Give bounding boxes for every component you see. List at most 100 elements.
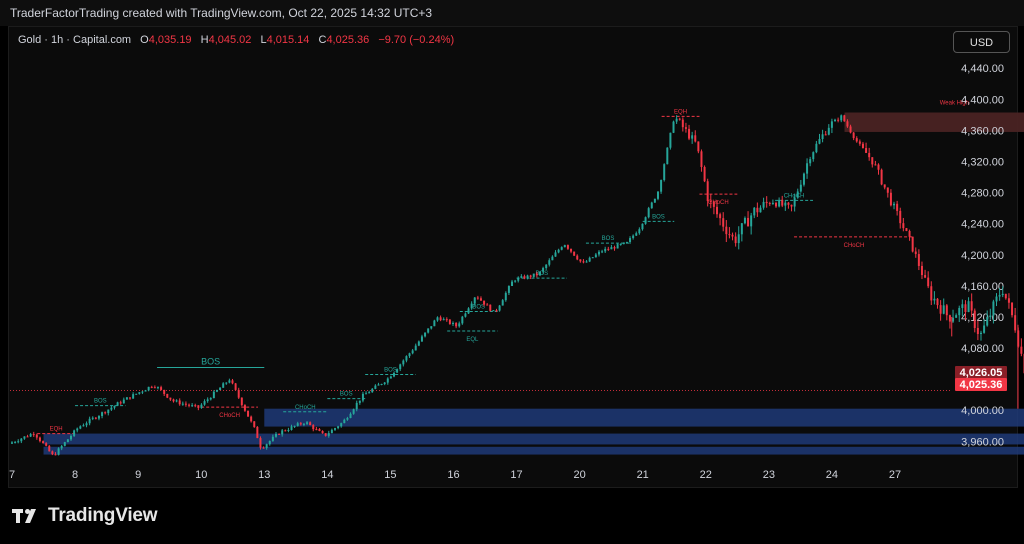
candle-body (389, 376, 392, 379)
candle-body (14, 441, 17, 443)
currency-button[interactable]: USD (953, 31, 1010, 53)
structure-label: BOS (652, 214, 665, 220)
candle-body (865, 148, 868, 153)
candle-body (582, 261, 585, 263)
candle-body (504, 292, 507, 301)
candle-body (585, 261, 588, 263)
candle-body (169, 397, 172, 400)
candle-body (333, 428, 336, 430)
candle-body (175, 400, 178, 402)
x-tick-label: 22 (700, 469, 712, 481)
candle-body (17, 441, 20, 443)
candle-body (725, 226, 728, 235)
candle-body (644, 217, 647, 224)
candle-body (129, 397, 132, 399)
candle-body (989, 315, 992, 318)
candle-body (330, 429, 333, 434)
candle-body (489, 304, 492, 311)
candle-body (346, 418, 349, 420)
x-tick-label: 14 (321, 469, 333, 481)
candle-body (439, 317, 442, 321)
candle-body (781, 199, 784, 206)
candle-body (622, 242, 625, 244)
candle-body (793, 197, 796, 207)
candle-body (1004, 293, 1007, 299)
candle-body (858, 141, 861, 144)
candle-body (424, 332, 427, 337)
candle-body (995, 296, 998, 302)
candle-body (234, 383, 237, 390)
candle-body (948, 315, 951, 322)
candle-body (548, 260, 551, 265)
candle-body (709, 200, 712, 202)
candle-body (240, 397, 243, 406)
structure-label: BOS (340, 392, 353, 398)
candle-body (625, 242, 628, 244)
candle-body (964, 304, 967, 313)
y-tick-label: 4,120.00 (961, 312, 1004, 324)
candle-body (597, 251, 600, 255)
price-label-box (955, 378, 1007, 391)
candle-body (433, 320, 436, 327)
price-label: 4,026.05 (960, 367, 1003, 379)
candle-body (896, 203, 899, 211)
candle-body (399, 364, 402, 370)
x-tick-label: 9 (135, 469, 141, 481)
structure-label: EQH (50, 427, 63, 433)
candle-body (156, 387, 159, 389)
candle-body (237, 389, 240, 398)
structure-label: BOS (472, 305, 485, 311)
candle-body (396, 369, 399, 373)
tradingview-logo: TradingView (12, 505, 158, 527)
candle-body (448, 319, 451, 324)
candle-body (110, 407, 113, 410)
candle-body (349, 413, 352, 419)
candle-body (483, 300, 486, 305)
structure-label: CHoCH (708, 200, 729, 206)
candle-body (669, 132, 672, 148)
candle-body (476, 297, 479, 299)
candle-body (256, 426, 259, 439)
candle-body (520, 276, 523, 278)
candle-body (1014, 315, 1017, 331)
candle-body (290, 426, 293, 430)
candle-body (967, 301, 970, 313)
x-tick-label: 23 (763, 469, 775, 481)
candle-body (983, 325, 986, 333)
candle-body (768, 203, 771, 205)
candle-body (507, 285, 510, 293)
candle-body (924, 275, 927, 278)
structure-label: BOS (384, 367, 397, 373)
candle-body (846, 121, 849, 127)
x-tick-label: 10 (195, 469, 207, 481)
candle-body (812, 152, 815, 160)
candle-body (191, 405, 194, 407)
candle-body (315, 429, 318, 431)
candle-body (902, 223, 905, 229)
candle-body (287, 429, 290, 431)
candle-body (610, 247, 613, 250)
bottom-bar (0, 488, 1024, 544)
candle-body (535, 273, 538, 276)
candle-body (933, 298, 936, 301)
candle-body (818, 139, 821, 144)
symbol-label[interactable]: Gold · 1h · Capital.com (18, 34, 132, 46)
x-tick-label: 17 (510, 469, 522, 481)
candle-body (35, 434, 38, 438)
candle-body (63, 442, 66, 446)
candle-body (514, 280, 517, 282)
candle-body (402, 360, 405, 365)
candle-body (830, 121, 833, 128)
candle-body (200, 404, 203, 408)
candle-body (296, 423, 299, 426)
candle-body (436, 317, 439, 321)
candle-body (874, 164, 877, 166)
candle-body (452, 322, 455, 324)
candle-body (147, 386, 150, 391)
candle-body (688, 128, 691, 139)
candle-body (684, 127, 687, 129)
candle-body (38, 437, 41, 442)
candle-body (790, 204, 793, 207)
candle-body (958, 307, 961, 316)
